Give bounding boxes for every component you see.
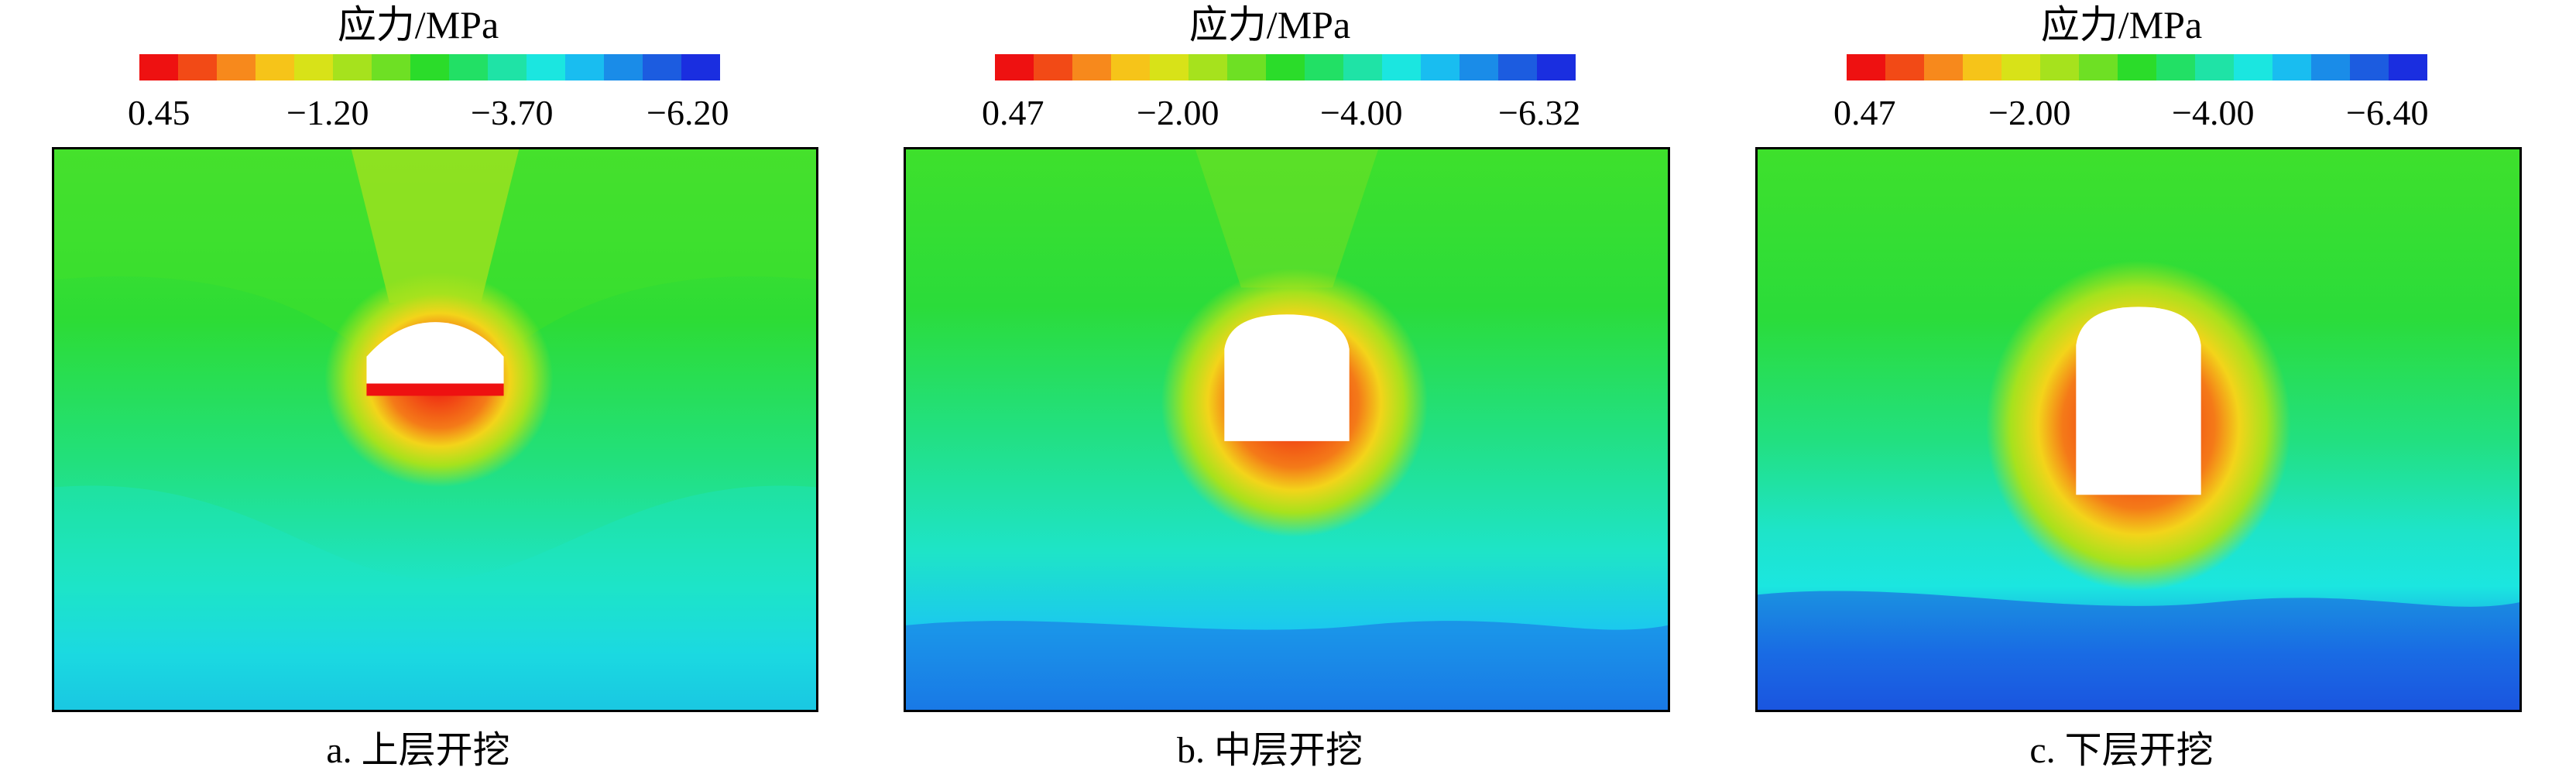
colorbar (1847, 54, 2427, 80)
colorbar-swatch (2001, 54, 2040, 80)
colorbar-swatch (488, 54, 527, 80)
colorbar-swatch (1460, 54, 1498, 80)
colorbar-swatch (1963, 54, 2001, 80)
colorbar-tick: 0.47 (982, 93, 1044, 132)
colorbar-tick: −2.00 (1988, 93, 2071, 132)
colorbar-swatch (527, 54, 565, 80)
colorbar-swatch (2118, 54, 2156, 80)
colorbar-swatch (643, 54, 681, 80)
panel-c: 应力/MPa 0.47 −2.00 −4.00 −6.40 (1734, 0, 2522, 781)
colorbar-swatch (995, 54, 1034, 80)
colorbar-swatch (1227, 54, 1266, 80)
colorbar-swatch (1266, 54, 1305, 80)
colorbar-swatch (2040, 54, 2079, 80)
colorbar-swatch (1305, 54, 1343, 80)
colorbar-tick: 0.47 (1833, 93, 1896, 132)
colorbar-ticks: 0.47 −2.00 −4.00 −6.32 (883, 91, 1657, 138)
colorbar-swatch (2156, 54, 2195, 80)
colorbar-swatch (1111, 54, 1150, 80)
colorbar-swatch (1034, 54, 1072, 80)
colorbar-swatch (1537, 54, 1576, 80)
colorbar-tick: −6.20 (647, 93, 729, 132)
colorbar-swatch (139, 54, 178, 80)
colorbar-swatch (2350, 54, 2389, 80)
colorbar (139, 54, 720, 80)
colorbar-tick: −4.00 (2172, 93, 2255, 132)
colorbar-tick: −6.40 (2346, 93, 2429, 132)
colorbar-tick: −6.32 (1498, 93, 1581, 132)
colorbar-swatch (2311, 54, 2350, 80)
colorbar-swatch (2272, 54, 2311, 80)
colorbar-tick: −1.20 (286, 93, 369, 132)
colorbar-swatch (1189, 54, 1227, 80)
colorbar-swatch (2389, 54, 2427, 80)
colorbar-title: 应力/MPa (1189, 3, 1351, 46)
panel-caption: a. 上层开挖 (326, 730, 510, 771)
stress-contour-plot (1755, 147, 2522, 712)
colorbar-swatch (1072, 54, 1111, 80)
colorbar-swatch (217, 54, 256, 80)
colorbar-tick: 0.45 (128, 93, 190, 132)
stress-contour-plot (904, 147, 1670, 712)
colorbar-swatch (1150, 54, 1189, 80)
colorbar-swatch (1847, 54, 1885, 80)
colorbar-swatch (333, 54, 372, 80)
stress-contour-plot (52, 147, 818, 712)
colorbar-swatch (2234, 54, 2272, 80)
colorbar-swatch (2079, 54, 2118, 80)
panel-b: 应力/MPa 0.47 −2.00 −4.00 −6.32 (883, 0, 1670, 781)
colorbar-swatch (565, 54, 604, 80)
colorbar-ticks: 0.47 −2.00 −4.00 −6.40 (1734, 91, 2509, 138)
colorbar-swatch (372, 54, 410, 80)
colorbar-swatch (1343, 54, 1382, 80)
colorbar-title: 应力/MPa (337, 3, 499, 46)
colorbar-swatch (256, 54, 294, 80)
colorbar-tick: −4.00 (1320, 93, 1403, 132)
colorbar-swatch (1885, 54, 1924, 80)
colorbar-swatch (1924, 54, 1963, 80)
panel-a: 应力/MPa 0.45 −1.20 −3.70 −6.20 (31, 0, 818, 781)
colorbar-swatch (1382, 54, 1421, 80)
colorbar-swatch (410, 54, 449, 80)
colorbar (995, 54, 1576, 80)
colorbar-swatch (178, 54, 217, 80)
colorbar-swatch (1498, 54, 1537, 80)
colorbar-swatch (2195, 54, 2234, 80)
colorbar-tick: −2.00 (1137, 93, 1219, 132)
panel-caption: b. 中层开挖 (1176, 730, 1363, 771)
colorbar-swatch (681, 54, 720, 80)
colorbar-swatch (604, 54, 643, 80)
colorbar-swatch (449, 54, 488, 80)
colorbar-swatch (294, 54, 333, 80)
colorbar-tick: −3.70 (471, 93, 554, 132)
colorbar-ticks: 0.45 −1.20 −3.70 −6.20 (31, 91, 805, 138)
colorbar-title: 应力/MPa (2040, 3, 2203, 46)
panel-caption: c. 下层开挖 (2029, 730, 2214, 771)
colorbar-swatch (1421, 54, 1460, 80)
